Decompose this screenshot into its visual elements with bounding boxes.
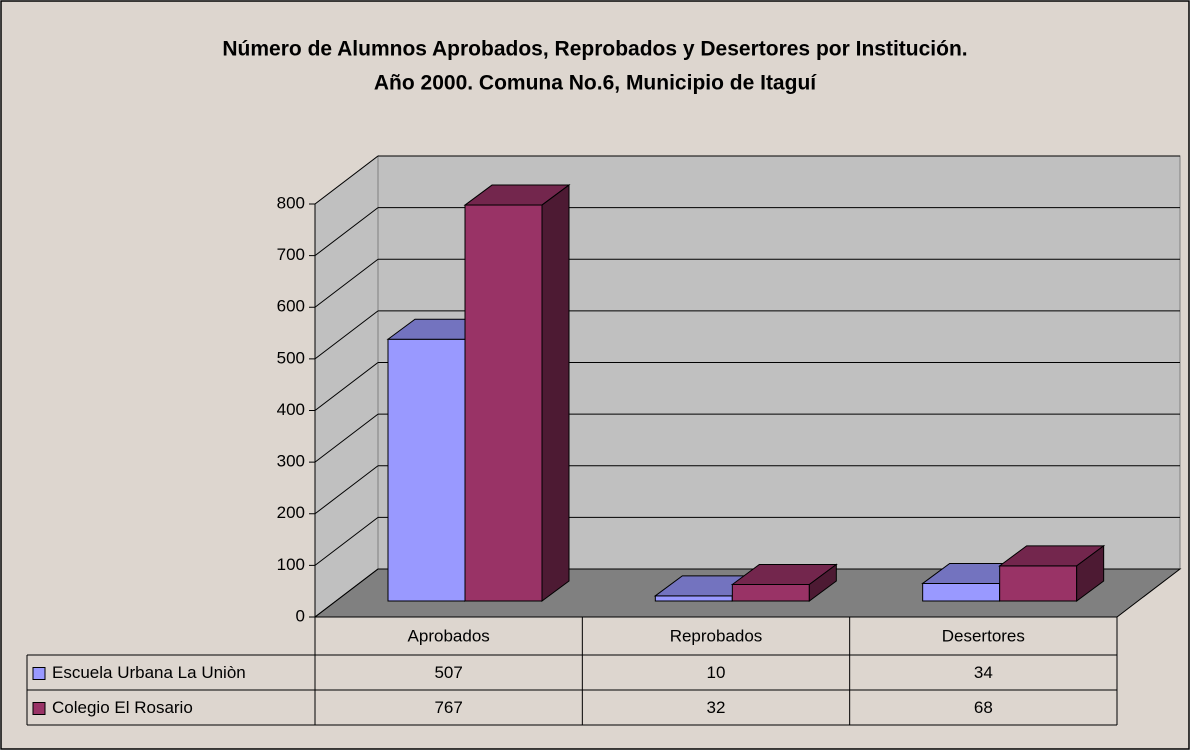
bar-front [999,565,1078,602]
legend-label: Escuela Urbana La Uniòn [52,663,246,682]
chart-title: Número de Alumnos Aprobados, Reprobados … [222,38,967,61]
bar-front [387,338,466,602]
table-value: 32 [707,698,726,717]
legend-key [32,667,46,680]
bar-front [922,582,1001,602]
legend-label: Colegio El Rosario [52,698,193,717]
grid-line [314,465,379,515]
y-tick-label: 400 [277,400,305,419]
table-value: 34 [974,663,993,682]
bar-front [731,583,810,602]
y-tick-label: 800 [277,193,305,212]
y-tick-label: 100 [277,555,305,574]
y-tick-label: 500 [277,348,305,367]
grid-line [314,258,379,308]
grid-line [314,516,379,566]
bar-side [541,184,570,602]
y-tick-label: 0 [296,606,305,625]
x-tick-label: Reprobados [670,626,763,645]
bar-side [808,563,837,602]
bar-side [1076,544,1105,602]
grid-line [314,362,379,411]
chart-title: Año 2000. Comuna No.6, Municipio de Itag… [374,72,817,95]
y-tick-label: 700 [277,245,305,264]
grid-line [314,413,379,463]
x-tick-label: Aprobados [408,626,490,645]
table-value: 68 [974,698,993,717]
grid-line [314,155,379,205]
table-value: 507 [434,663,462,682]
legend-key [32,702,46,715]
x-tick-label: Desertores [942,626,1025,645]
y-tick-label: 200 [277,503,305,522]
grid-line [314,310,379,360]
grid-line [314,568,379,618]
bar-front [464,204,543,602]
y-tick-label: 600 [277,297,305,316]
y-tick-label: 300 [277,452,305,471]
grid-line [314,207,379,257]
table-value: 10 [707,663,726,682]
bar-front [654,595,733,602]
table-value: 767 [434,698,462,717]
